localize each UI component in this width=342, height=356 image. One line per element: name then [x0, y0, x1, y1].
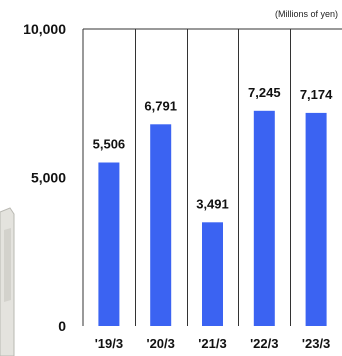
units-note: (Millions of yen) [275, 9, 338, 19]
y-axis-ticks: 0 5,000 10,000 [23, 21, 66, 334]
x-tick-label-3: '22/3 [250, 336, 278, 351]
data-label-2: 3,491 [196, 196, 229, 211]
x-tick-label-2: '21/3 [198, 336, 226, 351]
data-label-1: 6,791 [144, 98, 177, 113]
x-tick-label-0: '19/3 [95, 336, 123, 351]
x-axis-ticks: '19/3 '20/3 '21/3 '22/3 '23/3 [95, 336, 331, 351]
bars-group [98, 110, 327, 327]
bar-2 [202, 222, 223, 326]
bar-4 [305, 112, 327, 327]
data-labels-group: 5,506 6,791 3,491 7,245 7,174 [93, 85, 334, 212]
data-label-0: 5,506 [93, 137, 126, 152]
y-tick-label-1: 5,000 [31, 170, 66, 186]
bar-1 [150, 124, 172, 326]
data-label-4: 7,174 [300, 87, 333, 102]
data-label-3: 7,245 [248, 85, 281, 100]
product-photo-shade [4, 228, 11, 302]
bar-0 [98, 162, 120, 326]
y-tick-label-2: 10,000 [23, 21, 66, 37]
bar-3 [253, 110, 275, 326]
plot-frame [82, 28, 342, 326]
x-tick-label-1: '20/3 [146, 336, 174, 351]
product-image-fragment [0, 207, 15, 356]
x-tick-label-4: '23/3 [302, 336, 330, 351]
y-tick-label-0: 0 [58, 318, 66, 334]
